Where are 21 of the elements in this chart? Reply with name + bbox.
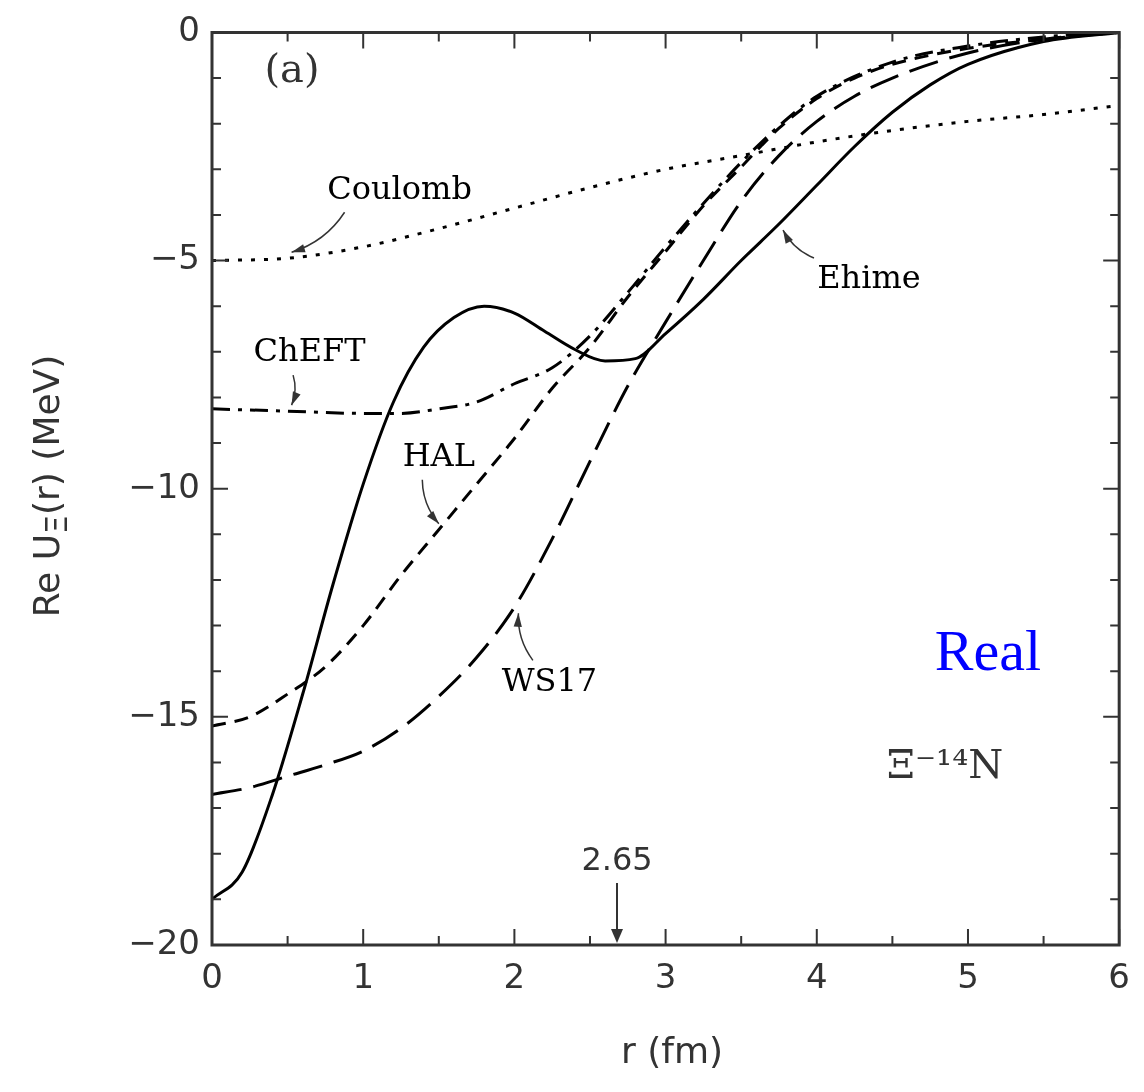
x-tick-label: 2 bbox=[503, 956, 526, 997]
series-label: ChEFT bbox=[253, 331, 367, 370]
series-label: Coulomb bbox=[327, 168, 472, 207]
annotation: (a) bbox=[264, 45, 320, 92]
series-label: WS17 bbox=[501, 660, 598, 699]
x-tick-label: 1 bbox=[352, 956, 375, 997]
y-tick-label: −20 bbox=[128, 921, 200, 962]
x-tick-label: 3 bbox=[654, 956, 677, 997]
annotation: 2.65 bbox=[581, 840, 653, 879]
x-tick-label: 5 bbox=[957, 956, 979, 997]
y-tick-label: 0 bbox=[178, 9, 200, 50]
annotation: Real bbox=[934, 618, 1042, 684]
y-tick-label: −10 bbox=[128, 465, 200, 506]
x-axis-title: r (fm) bbox=[619, 1030, 725, 1071]
series-label: HAL bbox=[402, 436, 475, 475]
annotation: Ξ⁻¹⁴N bbox=[886, 741, 1004, 788]
x-tick-label: 6 bbox=[1108, 956, 1130, 997]
series-label: Ehime bbox=[817, 258, 921, 297]
x-tick-label: 4 bbox=[805, 956, 828, 997]
y-tick-label: −15 bbox=[128, 693, 200, 734]
y-tick-label: −5 bbox=[149, 237, 200, 278]
